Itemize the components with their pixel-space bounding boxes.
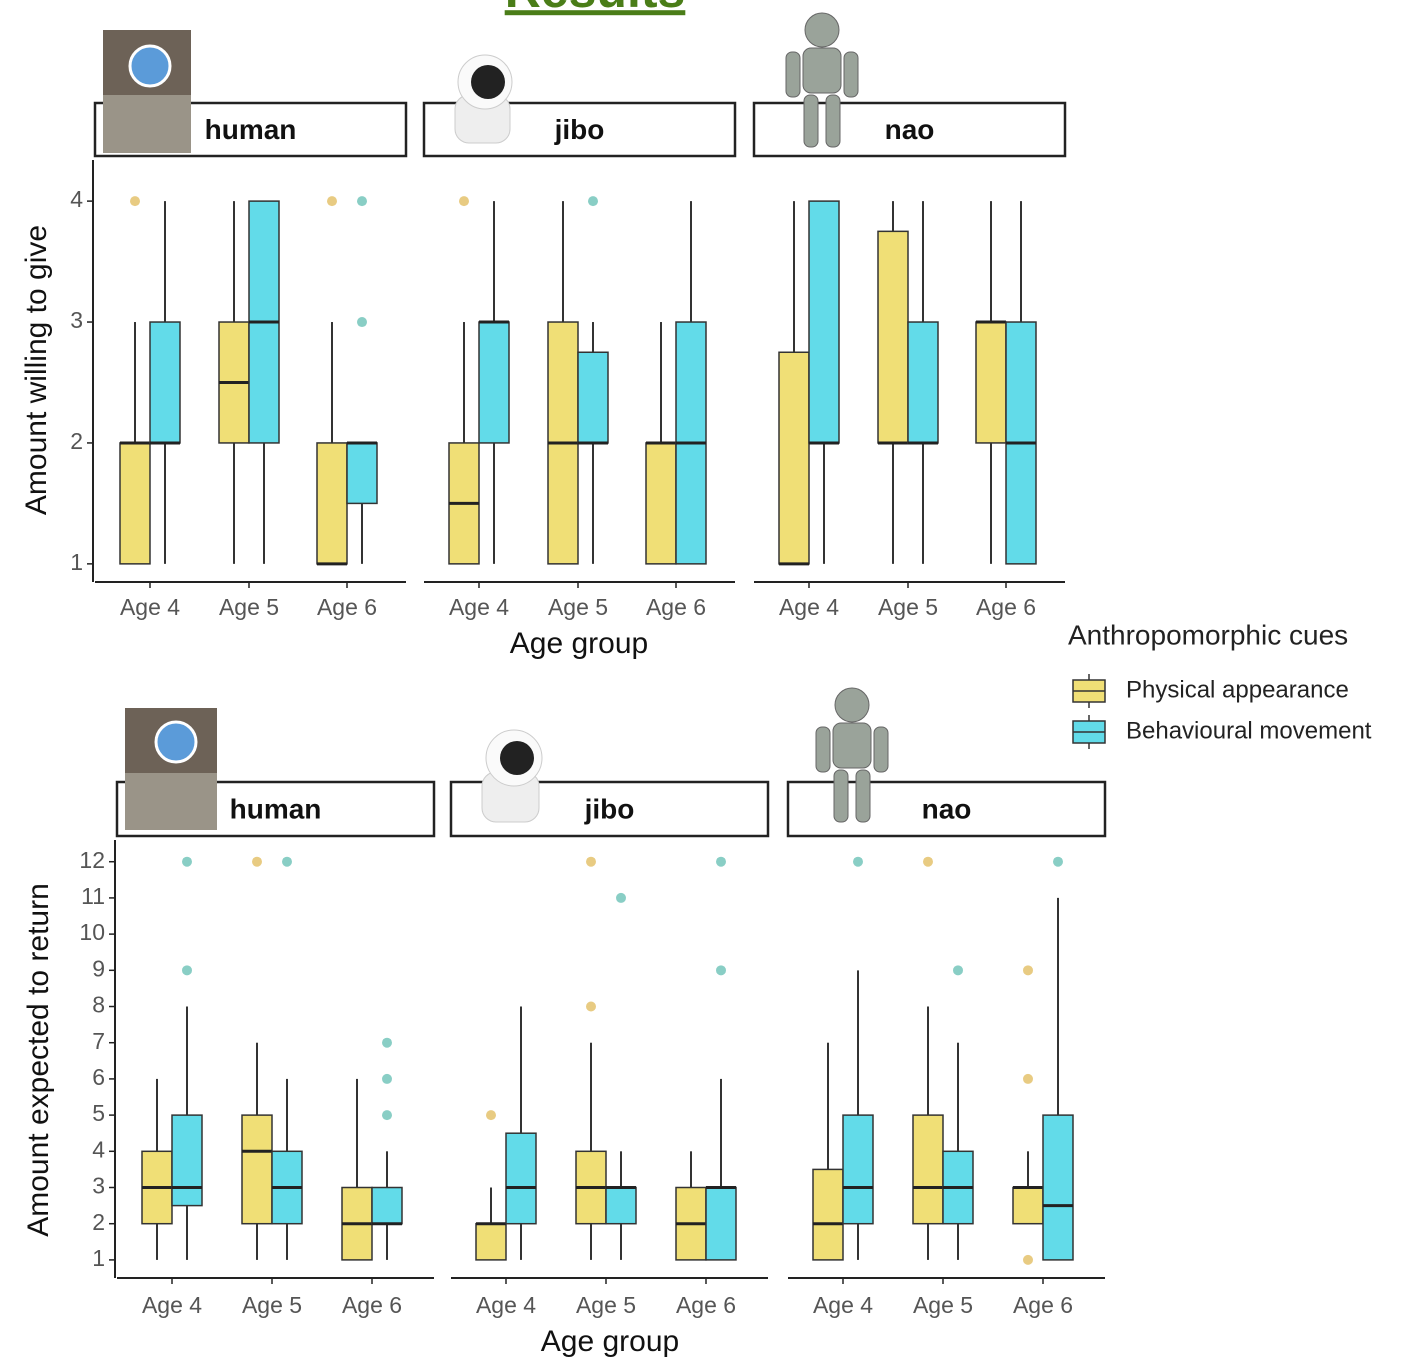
box — [150, 322, 180, 443]
box — [606, 1188, 636, 1224]
outlier — [357, 317, 367, 327]
box — [242, 1115, 272, 1224]
x-tick-label: Age 4 — [449, 594, 509, 620]
y-tick-label: 12 — [79, 847, 105, 873]
box — [1043, 1115, 1073, 1260]
y-tick-label: 4 — [92, 1136, 105, 1162]
outlier — [327, 196, 337, 206]
x-tick-label: Age 5 — [878, 594, 938, 620]
facet-label: human — [205, 114, 297, 145]
outlier — [586, 1002, 596, 1012]
outlier — [716, 965, 726, 975]
x-tick-label: Age 4 — [142, 1292, 202, 1318]
box — [476, 1224, 506, 1260]
x-tick-label: Age 6 — [676, 1292, 736, 1318]
box — [120, 443, 150, 564]
outlier — [459, 196, 469, 206]
box — [913, 1115, 943, 1224]
box — [809, 201, 839, 443]
box — [347, 443, 377, 503]
box — [976, 322, 1006, 443]
outlier — [130, 196, 140, 206]
y-tick-label: 10 — [79, 919, 105, 945]
y-tick-label: 7 — [92, 1028, 105, 1054]
x-tick-label: Age 5 — [548, 594, 608, 620]
outlier — [1023, 1074, 1033, 1084]
x-tick-label: Age 4 — [120, 594, 180, 620]
box — [372, 1188, 402, 1224]
facet-label: human — [230, 793, 322, 824]
x-tick-label: Age 6 — [342, 1292, 402, 1318]
legend-label: Behavioural movement — [1126, 717, 1372, 744]
page-title: Results — [505, 0, 686, 18]
outlier — [357, 196, 367, 206]
outlier — [382, 1110, 392, 1120]
facet-label: jibo — [554, 114, 605, 145]
legend-label: Physical appearance — [1126, 676, 1349, 703]
x-tick-label: Age 5 — [242, 1292, 302, 1318]
y-tick-label: 3 — [70, 307, 83, 333]
y-tick-label: 6 — [92, 1064, 105, 1090]
outlier — [853, 857, 863, 867]
box — [908, 322, 938, 443]
x-tick-label: Age 5 — [576, 1292, 636, 1318]
x-tick-label: Age 6 — [317, 594, 377, 620]
x-tick-label: Age 6 — [976, 594, 1036, 620]
legend-title: Anthropomorphic cues — [1068, 619, 1348, 650]
y-tick-label: 11 — [81, 883, 105, 909]
outlier — [588, 196, 598, 206]
y-tick-label: 8 — [92, 992, 105, 1018]
box — [172, 1115, 202, 1205]
y-tick-label: 1 — [70, 549, 83, 575]
x-tick-label: Age 4 — [779, 594, 839, 620]
box — [843, 1115, 873, 1224]
x-tick-label: Age 6 — [1013, 1292, 1073, 1318]
outlier — [1053, 857, 1063, 867]
box — [878, 231, 908, 443]
box — [779, 352, 809, 564]
y-tick-label: 5 — [92, 1100, 105, 1126]
x-tick-label: Age 4 — [476, 1292, 536, 1318]
x-tick-label: Age 5 — [219, 594, 279, 620]
box — [706, 1188, 736, 1260]
outlier — [252, 857, 262, 867]
y-tick-label: 1 — [92, 1245, 105, 1271]
figure: Results Anthropomorphic cues Physica — [0, 0, 1408, 1362]
outlier — [282, 857, 292, 867]
outlier — [382, 1038, 392, 1048]
box — [1013, 1188, 1043, 1224]
outlier — [382, 1074, 392, 1084]
y-tick-label: 2 — [92, 1209, 105, 1235]
x-tick-label: Age 6 — [646, 594, 706, 620]
facet-label: jibo — [584, 793, 635, 824]
box — [479, 322, 509, 443]
outlier — [586, 857, 596, 867]
box — [646, 443, 676, 564]
outlier — [182, 965, 192, 975]
box — [813, 1169, 843, 1259]
outlier — [716, 857, 726, 867]
outlier — [923, 857, 933, 867]
box — [317, 443, 347, 564]
x-tick-label: Age 5 — [913, 1292, 973, 1318]
y-tick-label: 3 — [92, 1173, 105, 1199]
x-axis-title: Age group — [541, 1325, 679, 1358]
y-tick-label: 9 — [92, 955, 105, 981]
y-tick-label: 4 — [70, 186, 83, 212]
outlier — [1023, 965, 1033, 975]
facet-label: nao — [922, 793, 972, 824]
outlier — [486, 1110, 496, 1120]
box — [578, 352, 608, 443]
y-axis-title: Amount expected to return — [22, 883, 55, 1237]
box — [506, 1133, 536, 1223]
y-tick-label: 2 — [70, 428, 83, 454]
y-axis-title: Amount willing to give — [20, 225, 53, 515]
outlier — [1023, 1255, 1033, 1265]
outlier — [182, 857, 192, 867]
outlier — [953, 965, 963, 975]
facet-label: nao — [885, 114, 935, 145]
x-axis-title: Age group — [510, 627, 648, 660]
outlier — [616, 893, 626, 903]
x-tick-label: Age 4 — [813, 1292, 873, 1318]
